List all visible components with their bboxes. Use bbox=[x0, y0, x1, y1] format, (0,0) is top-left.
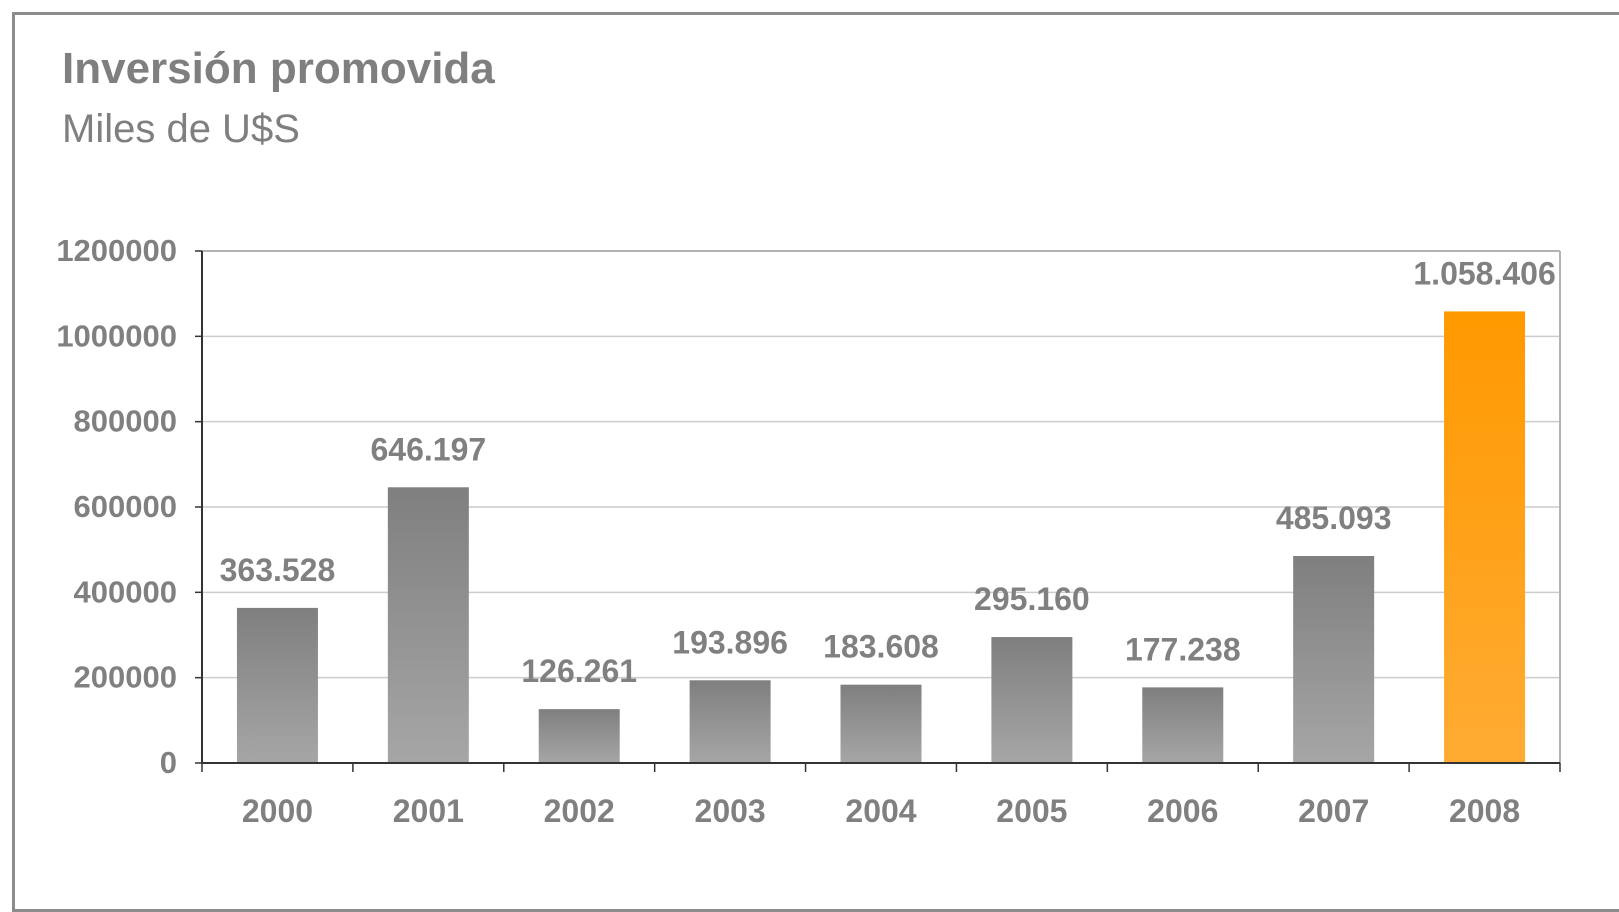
x-tick-label-2000: 2000 bbox=[242, 793, 313, 829]
data-label-2000: 363.528 bbox=[220, 552, 336, 588]
y-tick-label: 400000 bbox=[74, 574, 177, 609]
x-tick-label-2003: 2003 bbox=[695, 793, 766, 829]
axes bbox=[195, 250, 1561, 772]
bar-2006 bbox=[1142, 687, 1224, 763]
x-tick-label-2005: 2005 bbox=[996, 793, 1067, 829]
bar-2005 bbox=[991, 637, 1073, 763]
bar-2008 bbox=[1444, 311, 1526, 763]
y-tick-label: 1200000 bbox=[56, 233, 177, 268]
x-tick-label-2006: 2006 bbox=[1147, 793, 1218, 829]
chart-title: Inversión promovida bbox=[62, 44, 495, 93]
bar-2007 bbox=[1293, 556, 1375, 763]
x-tick-label-2002: 2002 bbox=[544, 793, 615, 829]
data-label-2005: 295.160 bbox=[974, 581, 1090, 617]
y-tick-label: 800000 bbox=[74, 404, 177, 439]
bar-2001 bbox=[387, 487, 469, 763]
chart-subtitle: Miles de U$S bbox=[62, 107, 300, 151]
x-tick-label-2001: 2001 bbox=[393, 793, 464, 829]
data-label-2008: 1.058.406 bbox=[1413, 255, 1555, 291]
bars bbox=[236, 311, 1526, 763]
data-label-2001: 646.197 bbox=[370, 431, 486, 467]
x-tick-label-2008: 2008 bbox=[1449, 793, 1520, 829]
bar-2000 bbox=[236, 607, 318, 763]
labels: 0 200000 400000 600000 800000 1000000 1200000 3… bbox=[56, 233, 1555, 829]
y-tick-label: 0 bbox=[160, 745, 177, 780]
bar-2002 bbox=[538, 709, 620, 763]
data-label-2003: 193.896 bbox=[672, 624, 788, 660]
y-tick-label: 200000 bbox=[74, 660, 177, 695]
bar-2004 bbox=[840, 684, 922, 763]
data-label-2006: 177.238 bbox=[1125, 631, 1241, 667]
y-tick-label: 600000 bbox=[74, 489, 177, 524]
y-tick-label: 1000000 bbox=[56, 318, 177, 353]
bar-2003 bbox=[689, 680, 771, 763]
data-label-2004: 183.608 bbox=[823, 629, 939, 665]
x-tick-label-2004: 2004 bbox=[845, 793, 916, 829]
data-label-2007: 485.093 bbox=[1276, 500, 1392, 536]
data-label-2002: 126.261 bbox=[521, 653, 637, 689]
x-tick-label-2007: 2007 bbox=[1298, 793, 1369, 829]
